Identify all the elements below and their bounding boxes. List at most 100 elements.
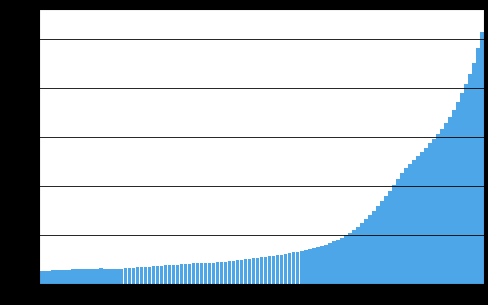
Bar [451,110,455,284]
Bar [435,134,439,284]
Bar [143,267,147,284]
Bar [471,63,475,284]
Bar [123,268,127,284]
Bar [59,270,63,284]
Bar [399,173,403,284]
Bar [224,262,227,284]
Bar [95,268,99,284]
Bar [175,264,179,284]
Bar [227,261,231,284]
Bar [43,271,47,284]
Bar [331,242,335,284]
Bar [199,263,203,284]
Bar [47,271,51,284]
Bar [343,235,347,284]
Bar [239,260,243,284]
Bar [247,259,251,284]
Bar [151,266,155,284]
Bar [355,227,359,284]
Bar [383,196,387,284]
Bar [147,267,151,284]
Bar [131,268,135,284]
Bar [63,270,67,284]
Bar [311,248,315,284]
Bar [183,264,187,284]
Bar [75,269,79,284]
Bar [79,269,83,284]
Bar [468,74,471,284]
Bar [291,253,295,284]
Bar [479,32,483,284]
Bar [415,156,419,284]
Bar [335,239,339,284]
Bar [359,223,363,284]
Bar [443,123,447,284]
Bar [271,256,275,284]
Bar [207,263,211,284]
Bar [463,84,467,284]
Bar [395,179,399,284]
Bar [287,253,291,284]
Bar [179,264,183,284]
Bar [171,265,175,284]
Bar [67,270,71,284]
Bar [307,249,311,284]
Bar [99,268,103,284]
Bar [391,185,395,284]
Bar [235,260,239,284]
Bar [375,206,379,284]
Bar [419,152,423,284]
Bar [367,215,371,284]
Bar [255,258,259,284]
Bar [447,117,451,284]
Bar [87,269,91,284]
Bar [259,257,263,284]
Bar [351,230,355,284]
Bar [439,129,443,284]
Bar [299,251,303,284]
Bar [371,211,375,284]
Bar [264,257,267,284]
Bar [91,269,95,284]
Bar [127,268,131,284]
Bar [195,263,199,284]
Bar [319,246,323,284]
Bar [403,168,407,284]
Bar [363,219,367,284]
Bar [139,267,143,284]
Bar [315,247,319,284]
Bar [71,269,75,284]
Bar [83,269,87,284]
Bar [387,191,391,284]
Bar [423,148,427,284]
Bar [211,263,215,284]
Bar [283,254,287,284]
Bar [155,266,159,284]
Bar [115,269,119,284]
Bar [55,270,59,284]
Bar [219,262,223,284]
Bar [475,48,479,284]
Bar [411,160,415,284]
Bar [455,102,459,284]
Bar [275,255,279,284]
Bar [267,256,271,284]
Bar [231,260,235,284]
Bar [347,233,351,284]
Bar [215,263,219,284]
Bar [111,269,115,284]
Bar [303,250,307,284]
Bar [244,259,247,284]
Bar [427,143,431,284]
Bar [119,269,123,284]
Bar [135,267,139,284]
Bar [327,243,331,284]
Bar [167,265,171,284]
Bar [339,238,343,284]
Bar [407,164,411,284]
Bar [187,264,191,284]
Bar [459,93,463,284]
Bar [203,263,207,284]
Bar [431,138,435,284]
Bar [251,258,255,284]
